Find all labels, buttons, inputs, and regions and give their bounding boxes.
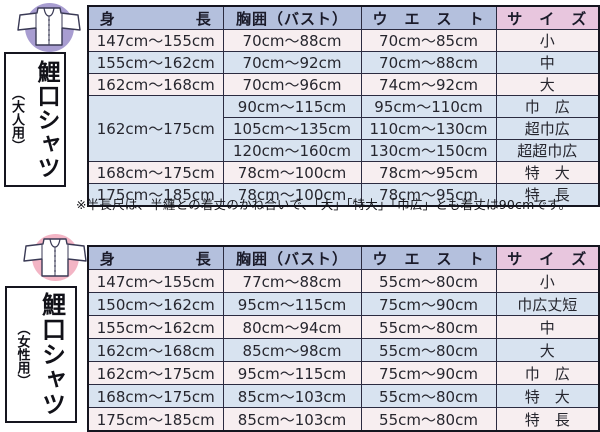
waist-cell: 78cm～95cm [360, 161, 497, 184]
size-cell: 巾 広 [495, 361, 600, 385]
size-cell: 中 [495, 315, 600, 339]
table-row: 155cm～162cm 80cm～94cm 55cm～80cm 中 [87, 315, 600, 339]
height-cell: 168cm～175cm [87, 161, 224, 184]
size-cell: 特 大 [495, 384, 600, 408]
table-row: 155cm～162cm 70cm～92cm 70cm～88cm 中 [87, 51, 600, 74]
table-row: 147cm～155cm 70cm～88cm 70cm～85cm 小 [87, 29, 600, 52]
waist-cell: 55cm～80cm [360, 338, 497, 362]
size-cell: 小 [495, 29, 600, 52]
waist-cell: 70cm～85cm [360, 29, 497, 52]
column-header-size: サ イ ズ [495, 245, 600, 270]
chest-cell: 70cm～92cm [222, 51, 362, 74]
waist-cell: 55cm～80cm [360, 315, 497, 339]
size-cell: 特 長 [495, 183, 600, 207]
chest-cell: 70cm～96cm [222, 73, 362, 96]
adult-header-row: 身 長 胸囲（バスト） ウ エ ス ト サ イ ズ [87, 5, 600, 30]
size-cell: 超超巾広 [495, 139, 600, 162]
chest-cell: 80cm～94cm [222, 315, 362, 339]
table-row: 175cm～185cm 85cm～103cm 55cm～80cm 特 長 [87, 407, 600, 432]
chest-cell: 95cm～115cm [222, 292, 362, 316]
chest-cell: 85cm～103cm [222, 407, 362, 432]
adult-label-title: 鯉口シャツ [33, 59, 59, 180]
size-cell: 巾 広 [495, 95, 600, 118]
column-header-height: 身 長 [87, 245, 224, 270]
column-header-chest: 胸囲（バスト） [222, 5, 362, 30]
waist-cell: 75cm～90cm [360, 292, 497, 316]
waist-cell: 55cm～80cm [360, 407, 497, 432]
chest-cell: 95cm～115cm [222, 361, 362, 385]
chest-cell: 85cm～103cm [222, 384, 362, 408]
height-cell: 162cm～168cm [87, 338, 224, 362]
column-header-waist: ウ エ ス ト [360, 245, 497, 270]
size-cell: 中 [495, 51, 600, 74]
table-row: 168cm～175cm 78cm～100cm 78cm～95cm 特 大 [87, 161, 600, 184]
table-row: 175cm～185cm 78cm～100cm 78cm～95cm 特 長 [87, 183, 600, 207]
table-row: 162cm～168cm 85cm～98cm 55cm～80cm 大 [87, 338, 600, 362]
size-cell: 巾広丈短 [495, 292, 600, 316]
adult-section-label: （大人用） 鯉口シャツ [4, 52, 66, 187]
column-header-chest: 胸囲（バスト） [222, 245, 362, 270]
table-row: 168cm～175cm 85cm～103cm 55cm～80cm 特 大 [87, 384, 600, 408]
size-cell: 特 長 [495, 407, 600, 432]
sizing-note: ※半長尺は、半纏との着丈のかね合いで、「大」「特大」「巾広」とも着丈は90cmで… [76, 197, 572, 212]
table-row: 162cm～175cm 90cm～115cm 95cm～110cm 巾 広 [87, 95, 600, 162]
chest-cell: 78cm～100cm [222, 161, 362, 184]
height-cell-merged: 162cm～175cm [87, 95, 224, 162]
height-cell: 162cm～168cm [87, 73, 224, 96]
chest-cell: 120cm～160cm [222, 139, 362, 162]
waist-cell: 70cm～88cm [360, 51, 497, 74]
size-cell: 小 [495, 269, 600, 293]
women-label-subtitle: （女性用） [14, 322, 30, 387]
size-cell: 大 [495, 338, 600, 362]
height-cell: 168cm～175cm [87, 384, 224, 408]
waist-cell: 110cm～130cm [360, 117, 497, 140]
chest-cell: 78cm～100cm [222, 183, 362, 207]
height-cell: 175cm～185cm [87, 183, 224, 207]
adult-label-subtitle: （大人用） [9, 87, 24, 152]
table-row: 147cm～155cm 77cm～88cm 55cm～80cm 小 [87, 269, 600, 293]
waist-cell: 130cm～150cm [360, 139, 497, 162]
women-label-title: 鯉口シャツ [37, 292, 66, 417]
waist-cell: 78cm～95cm [360, 183, 497, 207]
height-cell: 150cm～162cm [87, 292, 224, 316]
women-header-row: 身 長 胸囲（バスト） ウ エ ス ト サ イ ズ [87, 245, 600, 270]
size-cell: 特 大 [495, 161, 600, 184]
women-section-label: （女性用） 鯉口シャツ [5, 286, 77, 423]
column-header-waist: ウ エ ス ト [360, 5, 497, 30]
koikuchi-shirt-icon [17, 7, 81, 46]
size-cell: 大 [495, 73, 600, 96]
waist-cell: 55cm～80cm [360, 384, 497, 408]
chest-cell: 70cm～88cm [222, 29, 362, 52]
height-cell: 147cm～155cm [87, 269, 224, 293]
chest-cell: 90cm～115cm [222, 95, 362, 118]
height-cell: 147cm～155cm [87, 29, 224, 52]
women-size-table: 身 長 胸囲（バスト） ウ エ ス ト サ イ ズ 147cm～155cm 77… [87, 245, 600, 432]
table-row: 150cm～162cm 95cm～115cm 75cm～90cm 巾広丈短 [87, 292, 600, 316]
waist-cell: 74cm～92cm [360, 73, 497, 96]
adult-size-table: 身 長 胸囲（バスト） ウ エ ス ト サ イ ズ 147cm～155cm 70… [87, 5, 600, 207]
table-row: 162cm～175cm 95cm～115cm 75cm～90cm 巾 広 [87, 361, 600, 385]
chest-cell: 105cm～135cm [222, 117, 362, 140]
chest-cell: 85cm～98cm [222, 338, 362, 362]
size-cell: 超巾広 [495, 117, 600, 140]
column-header-size: サ イ ズ [495, 5, 600, 30]
waist-cell: 55cm～80cm [360, 269, 497, 293]
height-cell: 155cm～162cm [87, 315, 224, 339]
waist-cell: 75cm～90cm [360, 361, 497, 385]
table-row: 162cm～168cm 70cm～96cm 74cm～92cm 大 [87, 73, 600, 96]
koikuchi-shirt-icon [23, 238, 87, 277]
height-cell: 175cm～185cm [87, 407, 224, 432]
height-cell: 155cm～162cm [87, 51, 224, 74]
waist-cell: 95cm～110cm [360, 95, 497, 118]
chest-cell: 77cm～88cm [222, 269, 362, 293]
height-cell: 162cm～175cm [87, 361, 224, 385]
column-header-height: 身 長 [87, 5, 224, 30]
